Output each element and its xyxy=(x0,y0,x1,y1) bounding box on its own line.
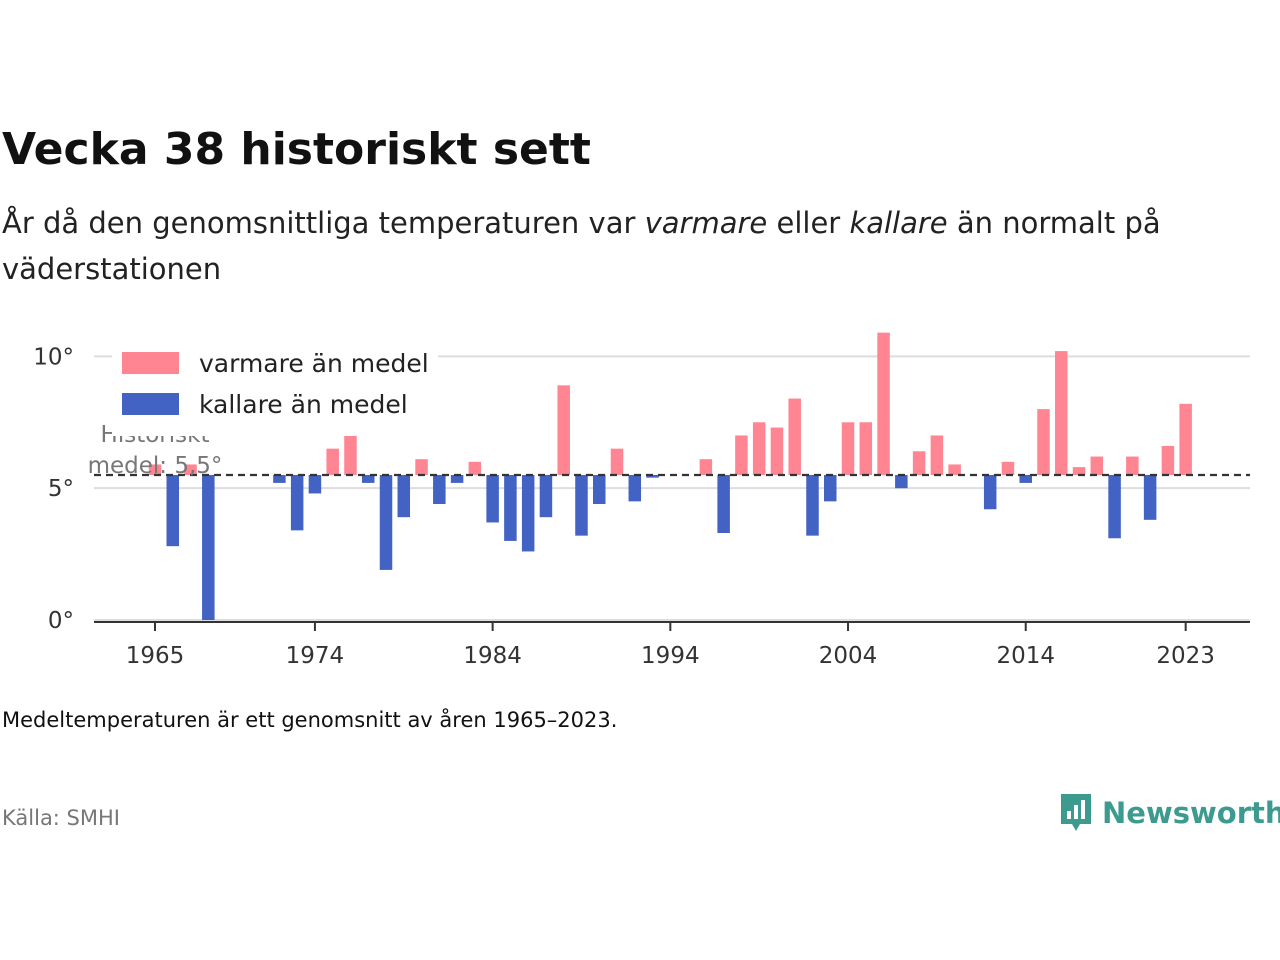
bar-cold xyxy=(646,475,659,478)
legend: varmare än medel kallare än medel xyxy=(112,346,438,436)
legend-label-warm: varmare än medel xyxy=(199,349,429,378)
bar-cold xyxy=(895,475,908,489)
x-tick-label: 2014 xyxy=(996,643,1055,669)
x-axis-ticks: 1965 1974 1984 1994 2004 2014 2023 xyxy=(126,623,1215,669)
bar-cold xyxy=(806,475,819,536)
bar-cold xyxy=(575,475,588,536)
bar-warm xyxy=(1126,456,1139,475)
bar-cold xyxy=(273,475,286,483)
mean-label-line2: medel: 5,5° xyxy=(88,453,223,479)
chart-title: Vecka 38 historiskt sett xyxy=(2,124,591,175)
subtitle-text-2: eller xyxy=(767,206,850,240)
bar-warm xyxy=(770,427,784,475)
y-tick-label: 5° xyxy=(48,476,74,502)
bar-cold xyxy=(166,475,180,547)
bar-warm xyxy=(415,459,428,475)
subtitle-text-3: än normalt på väderstationen xyxy=(2,206,1161,286)
bar-cold xyxy=(433,475,446,504)
bar-warm xyxy=(1090,456,1104,475)
brand-name: Newsworthy xyxy=(1102,796,1280,830)
bar-warm xyxy=(859,422,873,475)
bar-warm xyxy=(326,448,339,475)
subtitle-cold-word: kallare xyxy=(849,206,948,240)
y-tick-label: 10° xyxy=(33,344,74,370)
bar-warm xyxy=(699,459,713,475)
subtitle-text-1: År då den genomsnittliga temperaturen va… xyxy=(2,206,645,240)
x-tick-label: 2004 xyxy=(819,643,878,669)
legend-swatch-cold xyxy=(122,393,179,415)
brand-logo: Newsworthy xyxy=(1058,790,1280,836)
bar-cold xyxy=(486,475,499,523)
bar-cold xyxy=(308,475,322,494)
bar-warm xyxy=(877,332,890,475)
bar-warm xyxy=(735,435,748,475)
bar-warm xyxy=(788,398,801,475)
chart-subtitle: År då den genomsnittliga temperaturen va… xyxy=(2,200,1252,292)
source-credit: Källa: SMHI xyxy=(2,806,120,830)
bar-cold xyxy=(379,475,393,570)
bar-cold xyxy=(290,475,304,531)
legend-label-cold: kallare än medel xyxy=(199,390,408,419)
bar-cold xyxy=(824,475,837,502)
bar-warm xyxy=(752,422,766,475)
bar-cold xyxy=(504,475,517,541)
x-tick-label: 1994 xyxy=(641,643,700,669)
bar-cold xyxy=(593,475,606,504)
bar-cold xyxy=(397,475,411,518)
bar-warm xyxy=(930,435,944,475)
bar-cold xyxy=(983,475,997,510)
bar-cold xyxy=(1019,475,1032,483)
bar-cold xyxy=(450,475,464,483)
bar-warm xyxy=(912,451,926,475)
x-tick-label: 1974 xyxy=(286,643,345,669)
bar-warm xyxy=(948,464,961,475)
bar-warm xyxy=(184,464,197,475)
bar-warm xyxy=(148,464,162,475)
x-tick-label: 2023 xyxy=(1156,643,1215,669)
bar-cold xyxy=(539,475,553,518)
y-tick-label: 0° xyxy=(48,608,74,634)
legend-swatch-warm xyxy=(122,352,179,374)
y-axis-ticks: 0° 5° 10° xyxy=(33,344,74,634)
x-tick-label: 1965 xyxy=(126,643,185,669)
bar-cold xyxy=(628,475,642,502)
bar-warm xyxy=(1037,409,1050,475)
bar-warm xyxy=(610,448,624,475)
newsworthy-logo-icon xyxy=(1061,794,1091,831)
bar-warm xyxy=(468,461,482,475)
temperature-bar-chart: 0°5°10° Historiskt medel: 5,5° 196519741… xyxy=(33,332,1250,669)
bar-cold xyxy=(1108,475,1121,539)
bar-warm xyxy=(1161,446,1175,475)
bar-cold xyxy=(521,475,535,552)
bar-cold xyxy=(361,475,375,483)
bar-warm xyxy=(841,422,855,475)
bar-cold xyxy=(1143,475,1157,520)
bar-warm xyxy=(1055,351,1068,475)
bar-cold xyxy=(202,475,215,620)
x-tick-label: 1984 xyxy=(463,643,522,669)
subtitle-warm-word: varmare xyxy=(644,206,768,240)
bar-warm xyxy=(1001,461,1015,475)
bar-warm xyxy=(1072,467,1086,475)
bars xyxy=(148,332,1192,620)
bar-warm xyxy=(1179,403,1192,475)
bar-warm xyxy=(557,385,570,475)
footnote: Medeltemperaturen är ett genomsnitt av å… xyxy=(2,708,618,732)
bar-cold xyxy=(717,475,730,533)
